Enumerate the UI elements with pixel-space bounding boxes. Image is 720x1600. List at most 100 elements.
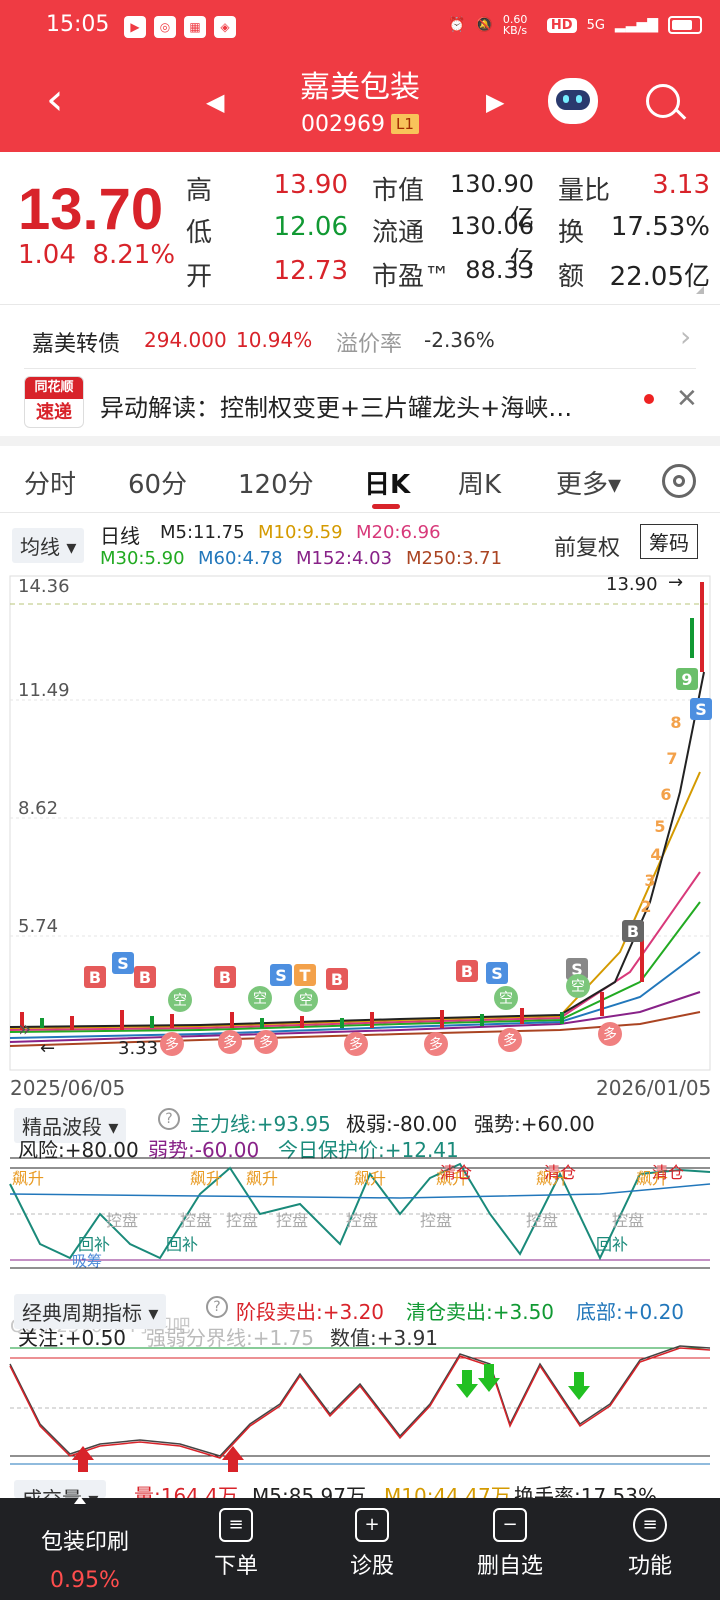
prev-stock-icon[interactable]: ◀ <box>206 88 225 116</box>
bottom-nav: 包装印刷 0.95% ≡ 下单 + 诊股 − 删自选 ≡ 功能 <box>0 1496 720 1600</box>
wave-indicator-chart[interactable]: 飙升 飙升 飙升 飙升 飙升 飙升 飙升 清仓 清仓 清仓 控盘 控盘 控盘 控盘 控盘 控盘 控盘 控盘… <box>0 1154 720 1276</box>
vol-ratio-value: 3.13 <box>652 170 710 200</box>
rise-signal: 飙升 <box>190 1169 222 1188</box>
open-label: 开 <box>186 262 213 292</box>
clear-sell-value: 清仓卖出:+3.50 <box>406 1300 555 1324</box>
svg-text:多: 多 <box>223 1034 237 1051</box>
ma152-value: M152:4.03 <box>296 548 393 569</box>
settings-icon[interactable] <box>662 464 696 498</box>
order-icon: ≡ <box>219 1508 253 1542</box>
divider <box>0 304 720 305</box>
stock-name: 嘉美包装 <box>300 70 420 105</box>
help-icon[interactable]: ? <box>206 1296 228 1318</box>
svg-text:4: 4 <box>650 845 661 864</box>
caret-up-icon <box>74 1496 86 1504</box>
control-signal: 控盘 <box>276 1211 308 1230</box>
adjust-type[interactable]: 前复权 <box>554 536 621 561</box>
tab-weekly-k[interactable]: 周K <box>458 470 502 500</box>
stock-code-text: 002969 <box>301 112 386 137</box>
back-signal: 回补 <box>596 1235 628 1254</box>
tab-daily-k[interactable]: 日K <box>364 470 411 500</box>
wave-indicator-select[interactable]: 精品波段 ▾ <box>14 1108 127 1143</box>
open-value: 12.73 <box>273 256 348 286</box>
control-signal: 控盘 <box>106 1211 138 1230</box>
indicator-select[interactable]: 均线 ▾ <box>12 528 85 563</box>
divider <box>24 368 696 369</box>
remove-icon: − <box>493 1508 527 1542</box>
kline-type-label: 日线 <box>100 524 140 548</box>
cb-premium-label: 溢价率 <box>336 332 403 357</box>
expand-corner-icon[interactable] <box>696 286 704 294</box>
rise-signal: 飙升 <box>12 1169 44 1188</box>
control-signal: 控盘 <box>180 1211 212 1230</box>
svg-text:多: 多 <box>165 1036 179 1053</box>
back-icon[interactable]: ‹ <box>46 74 64 125</box>
alert-row[interactable]: 同花顺 速递 异动解读：控制权变更+三片罐龙头+海峡… ✕ <box>0 372 720 434</box>
svg-text:B: B <box>219 968 231 987</box>
float-label: 流通 <box>372 218 425 248</box>
tab-120min[interactable]: 120分 <box>238 470 314 500</box>
absorb-signal: 吸筹 <box>72 1252 102 1270</box>
close-icon[interactable]: ✕ <box>676 384 698 414</box>
kline-chart[interactable]: B S B B S T B B S S 9 S B 8 7 6 5 4 3 2 多 多 多… <box>0 572 720 1072</box>
rise-signal: 飙升 <box>246 1169 278 1188</box>
ma250-value: M250:3.71 <box>406 548 503 569</box>
period-tabs: 分时 60分 120分 日K 周K 更多▾ <box>0 450 720 512</box>
control-signal: 控盘 <box>226 1211 258 1230</box>
price-change: 1.04 8.21% <box>18 240 175 270</box>
tab-more[interactable]: 更多▾ <box>556 470 622 500</box>
next-stock-icon[interactable]: ▶ <box>486 88 505 116</box>
tab-fenshi[interactable]: 分时 <box>24 470 77 500</box>
svg-text:空: 空 <box>253 991 267 1007</box>
convertible-bond-row[interactable]: 嘉美转债 294.000 10.94% 溢价率 -2.36% › <box>0 312 720 368</box>
ma-legend: 均线 ▾ 日线 M5:11.75 M10:9.59 M20:6.96 M30:5… <box>0 514 720 570</box>
app-notify-icon: ▦ <box>184 16 206 38</box>
robot-assistant-icon[interactable] <box>548 78 598 124</box>
status-time: 15:05 <box>46 12 110 37</box>
app-notify-icon: ◈ <box>214 16 236 38</box>
cb-name: 嘉美转债 <box>32 332 121 357</box>
svg-text:6: 6 <box>660 785 671 804</box>
clear-signal: 清仓 <box>440 1163 472 1182</box>
weak-extreme-value: 极弱:-80.00 <box>346 1112 458 1136</box>
app-notify-icon: ▶ <box>124 16 146 38</box>
back-signal: 回补 <box>78 1235 110 1254</box>
divide-value: 强弱分界线:+1.75 <box>146 1326 315 1350</box>
y-tick-label: 5.74 <box>18 916 58 937</box>
divider <box>0 512 720 513</box>
nav-order[interactable]: ≡ 下单 <box>176 1508 296 1580</box>
nav-remove-watchlist[interactable]: − 删自选 <box>450 1508 570 1580</box>
change-abs: 1.04 <box>18 240 76 270</box>
cycle-indicator-select[interactable]: 经典周期指标 ▾ <box>14 1294 167 1329</box>
turnover-rate-value: 换手率:17.53% <box>514 1484 657 1498</box>
help-icon[interactable]: ? <box>158 1108 180 1130</box>
svg-text:S: S <box>695 700 707 719</box>
cycle-indicator-chart[interactable] <box>0 1344 720 1474</box>
control-signal: 控盘 <box>526 1211 558 1230</box>
net-speed: 0.60 KB/s <box>502 13 528 37</box>
chip-button[interactable]: 筹码 <box>640 524 698 559</box>
sector-button[interactable]: 包装印刷 0.95% <box>20 1524 150 1593</box>
svg-text:S: S <box>117 954 129 973</box>
news-logo: 同花顺 速递 <box>24 376 84 428</box>
alarm-icon: ⏰ <box>448 17 466 33</box>
vol-m5-value: M5:85.97万 <box>252 1484 366 1498</box>
logo-bottom: 速递 <box>36 402 72 423</box>
nav-diagnose[interactable]: + 诊股 <box>312 1508 432 1580</box>
low-label: 低 <box>186 218 213 248</box>
signal-label: 5G <box>586 17 605 33</box>
bottom-value: 底部:+0.20 <box>576 1300 685 1324</box>
expand-icon: » <box>18 1017 31 1042</box>
svg-text:3: 3 <box>644 871 655 890</box>
low-value: 12.06 <box>273 212 348 242</box>
rise-signal: 飙升 <box>354 1169 386 1188</box>
volume-indicator-select[interactable]: 成交量 ▾ <box>14 1480 107 1498</box>
svg-text:5: 5 <box>654 817 665 836</box>
nav-functions[interactable]: ≡ 功能 <box>590 1508 710 1580</box>
vol-m10-value: M10:44.47万 <box>384 1484 511 1498</box>
high-value: 13.90 <box>273 170 348 200</box>
battery-icon <box>668 16 702 34</box>
search-icon[interactable] <box>646 84 687 120</box>
control-signal: 控盘 <box>612 1211 644 1230</box>
tab-60min[interactable]: 60分 <box>128 470 188 500</box>
